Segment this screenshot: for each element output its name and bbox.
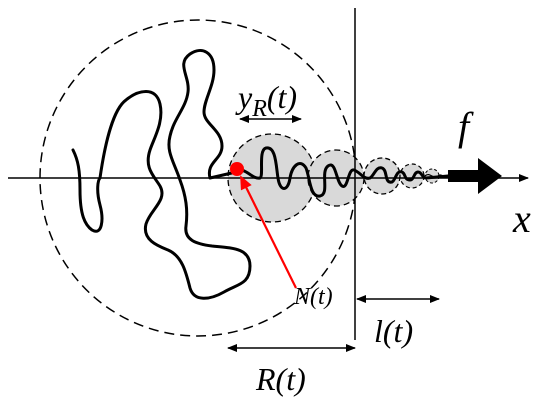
force-label: f (458, 104, 474, 149)
yR-label-sub: R (251, 96, 267, 122)
polymer-chain-coil (71, 49, 252, 300)
chain-tail-inside-wall (424, 173, 449, 179)
monomer-pointer-arrow (240, 175, 297, 289)
yR-label-tail: (t) (267, 79, 297, 115)
x-axis-label: x (512, 196, 531, 241)
yR-label: yR(t) (235, 79, 297, 122)
monomer-marker (230, 162, 244, 176)
force-arrow (448, 158, 502, 194)
yR-label-main: y (235, 79, 253, 115)
monomer-label: N(t) (293, 284, 333, 310)
l-label: l(t) (374, 313, 413, 349)
polymer-chain-stretched (234, 146, 450, 198)
R-label: R(t) (255, 361, 306, 397)
